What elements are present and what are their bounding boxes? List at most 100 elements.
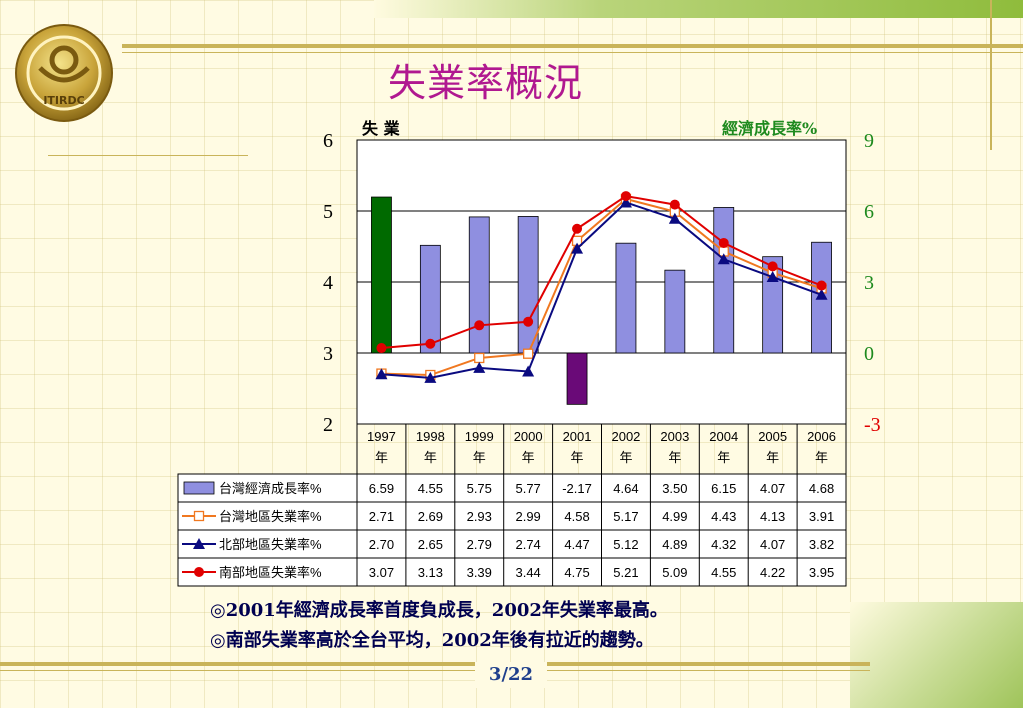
data-label: 2.70 [369,537,394,552]
category-suffix: 年 [668,450,681,465]
data-label: 5.17 [613,509,638,524]
category-suffix: 年 [815,450,828,465]
series-line [381,201,822,379]
category-label: 2000 [514,429,543,444]
bar [566,352,588,405]
note-2: ◎南部失業率高於全台平均，2002年後有拉近的趨勢。 [210,630,654,651]
data-label: 2.99 [515,509,540,524]
bar [615,242,637,354]
series-line [381,195,822,350]
header-rule-thin [122,52,1023,53]
data-label: 4.47 [564,537,589,552]
right-tick-label: 0 [864,343,874,365]
category-suffix: 年 [619,450,632,465]
data-label: 4.75 [564,565,589,580]
bar [371,196,392,354]
data-label: 2.69 [418,509,443,524]
category-label: 2006 [807,429,836,444]
page-title: 失業率概況 [388,61,584,105]
category-label: 1997 [367,429,396,444]
left-tick-label: 2 [323,414,333,436]
legend-label: 台灣經濟成長率% [219,481,322,496]
left-tick-label: 5 [323,201,333,223]
category-suffix: 年 [375,450,388,465]
marker-triangle [619,196,632,208]
left-tick-label: 6 [323,130,333,152]
marker-square [474,352,485,364]
marker-circle [767,261,778,272]
data-label: 6.15 [711,481,736,496]
legend-label: 南部地區失業率% [219,565,322,580]
marker-circle [194,567,204,577]
marker-triangle [668,212,681,224]
marker-circle [816,280,827,291]
marker-triangle [473,361,486,373]
marker-circle [572,223,583,234]
data-label: -2.17 [562,481,592,496]
marker-square [523,348,534,359]
marker-circle [620,191,631,202]
category-suffix: 年 [766,450,779,465]
marker-triangle [522,365,535,377]
marker-square [193,510,205,522]
marker-circle [669,199,680,210]
bar [664,269,686,354]
footer-notes: ◎2001年經濟成長率首度負成長，2002年失業率最高。 ◎南部失業率高於全台平… [210,596,830,656]
marker-triangle [424,371,437,383]
data-label: 4.55 [711,565,736,580]
series-lines [375,191,828,383]
data-label: 6.59 [369,481,394,496]
category-suffix: 年 [717,450,730,465]
data-label: 2.79 [467,537,492,552]
marker-circle [523,316,534,327]
data-label: 3.91 [809,509,834,524]
data-label: 3.95 [809,565,834,580]
page-number-box [475,662,547,688]
data-label: 4.58 [564,509,589,524]
data-label: 4.64 [613,481,638,496]
footer-rule-thin [0,670,870,671]
data-label: 4.43 [711,509,736,524]
right-vertical-rule [990,0,992,150]
data-label: 4.07 [760,537,785,552]
legend-label: 北部地區失業率% [219,537,322,552]
data-label: 4.68 [809,481,834,496]
marker-triangle [193,538,205,549]
marker-triangle [815,288,828,300]
data-label: 2.71 [369,509,394,524]
legend-key-bar [183,481,215,495]
category-label: 1999 [465,429,494,444]
data-label: 3.39 [467,565,492,580]
note-1: ◎2001年經濟成長率首度負成長，2002年失業率最高。 [210,600,668,621]
data-label: 2.74 [515,537,540,552]
marker-circle [376,343,387,354]
marker-triangle [571,242,584,254]
axes: 6 5 4 3 2 9 6 3 0 -3 [323,130,881,436]
category-suffix: 年 [522,450,535,465]
left-accent-rule [48,155,248,156]
category-label: 2004 [709,429,738,444]
left-tick-label: 4 [323,272,333,294]
right-tick-label: 3 [864,272,874,294]
marker-circle [425,338,436,349]
data-label: 3.07 [369,565,394,580]
data-label: 3.50 [662,481,687,496]
data-label: 5.77 [515,481,540,496]
data-label: 3.44 [515,565,540,580]
header-green-band [374,0,1023,18]
data-label: 3.13 [418,565,443,580]
data-label: 5.12 [613,537,638,552]
data-label: 3.82 [809,537,834,552]
data-label: 5.75 [467,481,492,496]
footer-green-accent [850,602,1023,708]
data-label: 2.65 [418,537,443,552]
data-table: 1997 年 1998 年 1999 年 2000 年 2001 年 2002 年 2003 年 2004 年… [177,423,847,587]
series-line [381,197,822,377]
category-suffix: 年 [424,450,437,465]
data-label: 5.21 [613,565,638,580]
data-label: 4.32 [711,537,736,552]
footer-rule [0,662,870,666]
legend-label: 台灣地區失業率% [219,509,322,524]
marker-triangle [717,253,730,265]
